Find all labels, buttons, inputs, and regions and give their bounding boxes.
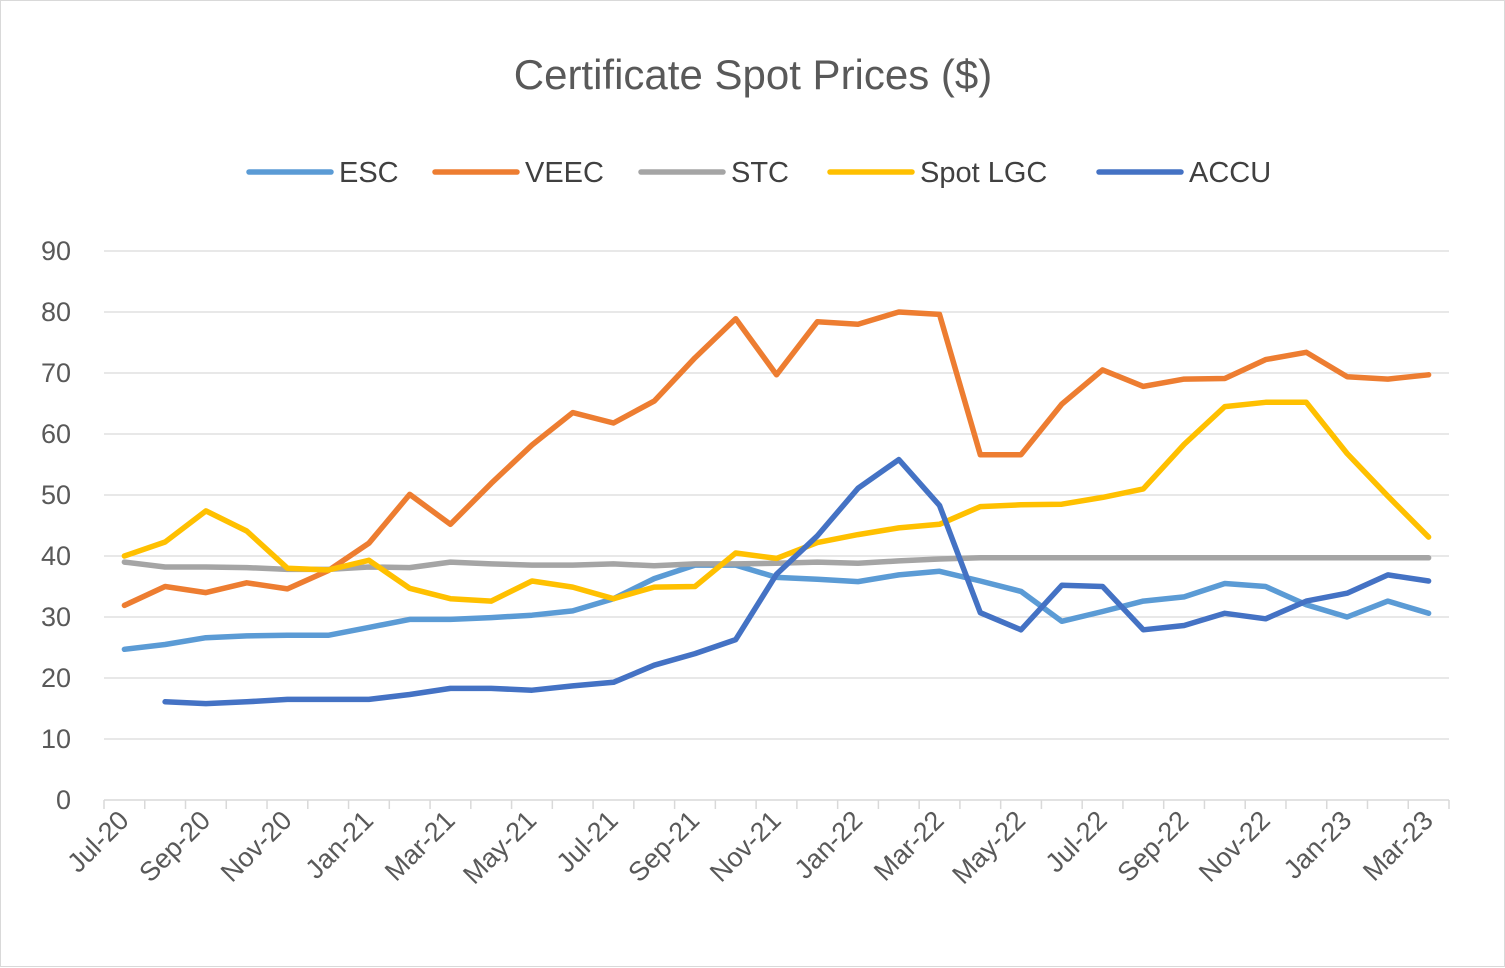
x-tick-label: Sep-20 [133, 805, 216, 888]
y-tick-label: 90 [41, 236, 71, 266]
y-tick-label: 50 [41, 480, 71, 510]
x-tick-label: Mar-21 [379, 805, 461, 887]
x-tick-label: Nov-21 [704, 805, 787, 888]
y-tick-label: 70 [41, 358, 71, 388]
x-tick-label: Nov-20 [215, 805, 298, 888]
y-tick-label: 20 [41, 663, 71, 693]
x-tick-label: Jan-23 [1278, 805, 1358, 885]
x-tick-label: May-22 [946, 805, 1031, 890]
x-tick-label: Jan-22 [789, 805, 869, 885]
legend: ESC VEEC STC Spot LGC ACCU [246, 157, 1271, 189]
y-tick-label: 80 [41, 297, 71, 327]
x-tick-label: Mar-22 [868, 805, 950, 887]
x-tick-label: May-21 [457, 805, 542, 890]
series-lines [121, 309, 1432, 707]
series-line-spot-lgc [121, 399, 1432, 604]
x-tick-label: Sep-22 [1112, 805, 1195, 888]
x-tick-label: Jul-22 [1040, 805, 1113, 878]
legend-label-accu: ACCU [1189, 157, 1271, 189]
series-line-veec [121, 309, 1432, 609]
y-tick-label: 30 [41, 602, 71, 632]
y-tick-label: 60 [41, 419, 71, 449]
x-tick-label: Jul-21 [550, 805, 623, 878]
y-axis: 0 10 20 30 40 50 60 70 80 90 [41, 236, 71, 815]
y-tick-label: 10 [41, 724, 71, 754]
x-tick-label: Jan-21 [300, 805, 380, 885]
legend-label-spot-lgc: Spot LGC [920, 157, 1047, 189]
legend-label-veec: VEEC [525, 157, 604, 189]
x-tick-label: Nov-22 [1193, 805, 1276, 888]
x-tick-label: Jul-20 [61, 805, 134, 878]
legend-label-stc: STC [731, 157, 789, 189]
x-tick-label: Sep-21 [622, 805, 705, 888]
y-tick-label: 40 [41, 541, 71, 571]
gridlines [104, 250, 1449, 740]
x-tick-label: Mar-23 [1357, 805, 1439, 887]
legend-label-esc: ESC [339, 157, 399, 189]
chart-title: Certificate Spot Prices ($) [514, 51, 993, 98]
series-line-accu [162, 456, 1432, 707]
y-tick-label: 0 [56, 785, 71, 815]
